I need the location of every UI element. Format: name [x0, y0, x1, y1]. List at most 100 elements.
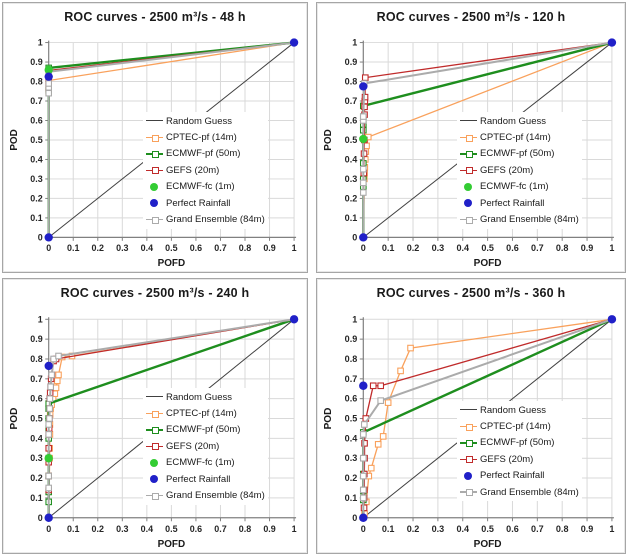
- y-tick-label: 0.2: [345, 193, 358, 203]
- legend-item: Perfect Rainfall: [460, 468, 579, 484]
- x-tick-label: 0.5: [165, 243, 177, 253]
- legend-line-icon: [460, 438, 477, 447]
- legend-line-icon: [460, 117, 477, 126]
- series-dot-marker: [359, 233, 368, 242]
- x-tick-label: 0.3: [116, 243, 128, 253]
- y-tick-label: 0.6: [345, 116, 358, 126]
- legend-line-icon: [460, 149, 477, 158]
- y-tick-label: 0: [38, 232, 43, 242]
- legend-line-icon: [146, 117, 163, 126]
- y-tick-label: 0.4: [30, 433, 42, 443]
- series-marker: [359, 454, 367, 462]
- series-marker: [46, 395, 54, 402]
- series-marker: [374, 440, 382, 448]
- series-marker: [45, 484, 52, 492]
- y-tick-label: 0.7: [345, 374, 358, 384]
- legend-label: ECMWF-pf (50m): [166, 424, 241, 436]
- legend-label: ECMWF-fc (1m): [480, 181, 549, 193]
- series-marker: [54, 377, 61, 385]
- x-tick-label: 0.3: [432, 243, 445, 253]
- y-tick-label: 0.1: [30, 213, 42, 223]
- series-marker: [47, 383, 54, 391]
- series-marker: [48, 371, 55, 379]
- series-marker: [377, 382, 385, 390]
- y-tick-label: 0.5: [30, 413, 42, 423]
- series-marker: [359, 113, 367, 120]
- y-tick-label: 0.5: [345, 414, 358, 424]
- legend-item: Random Guess: [460, 402, 579, 418]
- x-tick-label: 0: [361, 524, 366, 534]
- legend-label: Random Guess: [480, 115, 547, 127]
- legend-label: ECMWF-fc (1m): [166, 181, 235, 193]
- y-tick-label: 0.4: [345, 433, 358, 443]
- series-marker: [360, 421, 368, 428]
- series-dot-marker: [289, 38, 299, 47]
- x-tick-label: 1: [292, 243, 297, 253]
- legend-item: GEFS (20m): [146, 438, 265, 454]
- x-tick-label: 0.4: [456, 243, 469, 253]
- legend-line-icon: [146, 133, 163, 142]
- series-dot-marker: [289, 315, 299, 324]
- series-marker: [46, 415, 53, 422]
- y-tick-label: 0.1: [345, 213, 358, 223]
- series-marker: [359, 494, 367, 502]
- series-marker: [407, 344, 414, 352]
- legend-label: Random Guess: [480, 404, 547, 416]
- series-marker: [359, 189, 367, 196]
- y-tick-label: 0.3: [345, 174, 358, 184]
- legend-item: ECMWF-fc (1m): [460, 179, 579, 195]
- y-tick-label: 0.6: [30, 115, 42, 125]
- legend-item: Random Guess: [460, 113, 579, 129]
- x-tick-label: 0.5: [481, 243, 494, 253]
- y-tick-label: 0.5: [345, 135, 358, 145]
- y-tick-label: 0.1: [30, 493, 42, 503]
- chart-legend: Random Guess CPTEC-pf (14m) ECMWF-pf (50m)…: [457, 112, 582, 229]
- legend-dot-icon: [146, 458, 163, 467]
- legend-item: Perfect Rainfall: [146, 195, 265, 211]
- legend-line-icon: [460, 488, 477, 497]
- series-dot-marker: [607, 38, 617, 47]
- series-marker: [359, 165, 367, 173]
- legend-label: Grand Ensemble (84m): [480, 486, 579, 498]
- legend-item: Grand Ensemble (84m): [460, 211, 579, 227]
- x-tick-label: 0.1: [382, 243, 395, 253]
- y-tick-label: 1: [352, 314, 357, 324]
- legend-item: ECMWF-pf (50m): [460, 435, 579, 451]
- x-tick-label: 0.9: [263, 524, 275, 534]
- legend-item: Grand Ensemble (84m): [146, 487, 265, 503]
- x-axis-title: POFD: [474, 539, 502, 550]
- series-marker: [379, 433, 387, 440]
- series-dot-marker: [359, 134, 368, 144]
- roc-chart-120h: ROC curves - 2500 m³/s - 120 h 0 0 0.1 0.1 0…: [316, 2, 626, 273]
- y-tick-label: 0.3: [345, 453, 358, 463]
- series-marker: [359, 431, 367, 438]
- series-marker: [361, 74, 369, 81]
- chart-title: ROC curves - 2500 m³/s - 120 h: [376, 10, 566, 24]
- legend-label: Perfect Rainfall: [166, 473, 231, 485]
- legend-item: Perfect Rainfall: [460, 195, 579, 211]
- y-tick-label: 0.6: [30, 394, 42, 404]
- chart-title: ROC curves - 2500 m³/s - 48 h: [64, 10, 246, 24]
- legend-item: Random Guess: [146, 389, 265, 405]
- legend-item: Perfect Rainfall: [146, 471, 265, 487]
- legend-label: ECMWF-pf (50m): [480, 148, 555, 160]
- y-tick-label: 0.6: [345, 394, 358, 404]
- x-tick-label: 0.4: [141, 243, 153, 253]
- roc-chart-360h: ROC curves - 2500 m³/s - 360 h 0 0 0.1 0.1 0…: [316, 278, 626, 554]
- legend-dot-icon: [460, 471, 477, 480]
- series-dot-marker: [44, 453, 53, 463]
- series-dot-marker: [359, 82, 368, 91]
- roc-chart-48h: ROC curves - 2500 m³/s - 48 h 0 0 0.1 0.1 0.…: [2, 2, 308, 273]
- series-dot-marker: [44, 513, 53, 522]
- legend-line-icon: [460, 455, 477, 464]
- series-marker: [384, 399, 392, 406]
- x-tick-label: 0.1: [67, 524, 79, 534]
- legend-label: Perfect Rainfall: [166, 197, 231, 209]
- x-tick-label: 0.8: [556, 524, 569, 534]
- x-axis-title: POFD: [158, 258, 186, 269]
- legend-item: GEFS (20m): [460, 162, 579, 178]
- x-tick-label: 0.5: [481, 524, 494, 534]
- x-tick-label: 0.3: [432, 524, 445, 534]
- y-tick-label: 0.8: [345, 354, 358, 364]
- y-tick-label: 0.9: [345, 57, 358, 67]
